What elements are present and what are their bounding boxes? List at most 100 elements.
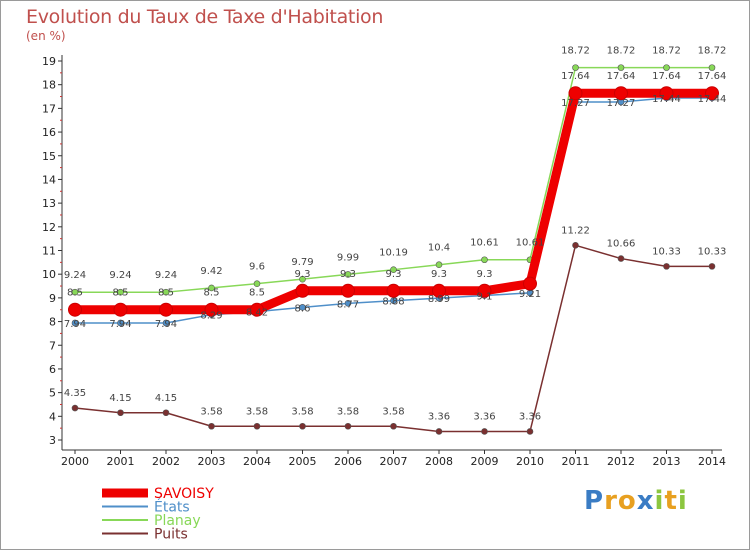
legend-label: États <box>154 499 190 516</box>
logo-letter: o <box>617 486 637 516</box>
data-label: 18.72 <box>652 46 681 57</box>
data-label: 4.15 <box>155 393 177 404</box>
data-label: 8.6 <box>295 303 311 314</box>
data-label: 17.64 <box>698 71 727 82</box>
data-label: 3.58 <box>291 406 313 417</box>
data-point <box>572 241 579 249</box>
data-label: 8.77 <box>337 299 359 310</box>
x-tick-label: 2006 <box>334 455 362 468</box>
data-label: 3.58 <box>337 406 359 417</box>
data-label: 3.36 <box>473 411 495 422</box>
data-point <box>708 263 716 270</box>
data-point <box>663 64 670 71</box>
data-label: 8.42 <box>246 308 268 319</box>
x-tick-label: 2009 <box>471 455 499 468</box>
y-tick-label: 9 <box>49 292 56 305</box>
data-point <box>568 86 583 101</box>
x-tick-label: 2014 <box>698 455 726 468</box>
y-tick-label: 11 <box>42 245 56 258</box>
data-point <box>117 319 124 327</box>
data-point <box>299 304 306 311</box>
data-point <box>162 319 170 327</box>
data-point <box>390 422 397 430</box>
data-point <box>162 288 170 296</box>
x-tick-label: 2004 <box>243 455 271 468</box>
data-point <box>208 284 215 292</box>
logo-letter: r <box>604 486 618 516</box>
data-label: 8.99 <box>428 294 450 305</box>
data-label: 8.5 <box>113 288 129 299</box>
y-tick-label: 6 <box>49 363 56 376</box>
data-label: 9.79 <box>291 257 313 268</box>
y-tick-label: 12 <box>42 221 56 234</box>
x-tick-label: 2007 <box>380 455 408 468</box>
data-point <box>71 404 79 412</box>
data-point <box>253 280 261 287</box>
data-label: 9.1 <box>477 292 493 303</box>
data-point <box>204 302 219 317</box>
data-label: 17.64 <box>561 71 590 82</box>
data-point <box>162 409 170 417</box>
data-point <box>344 271 352 278</box>
data-point <box>344 422 352 430</box>
logo-letter: t <box>664 486 678 516</box>
logo-letter: i <box>677 486 688 516</box>
logo-letter: P <box>584 486 605 516</box>
data-point <box>614 86 628 101</box>
data-point <box>705 86 719 101</box>
data-point <box>617 64 625 71</box>
data-point <box>299 275 306 283</box>
data-point <box>299 422 306 430</box>
data-point <box>617 255 625 262</box>
data-label: 9.6 <box>249 262 265 273</box>
data-label: 7.94 <box>155 319 177 330</box>
x-tick-label: 2013 <box>653 455 681 468</box>
data-label: 3.58 <box>382 406 404 417</box>
data-label: 17.27 <box>607 98 636 109</box>
data-label: 17.44 <box>698 94 727 105</box>
x-tick-label: 2012 <box>607 455 635 468</box>
legend-label: Planay <box>154 513 201 529</box>
data-label: 3.36 <box>428 411 450 422</box>
data-label: 8.5 <box>249 288 265 299</box>
data-label: 9.21 <box>519 289 541 300</box>
data-label: 17.44 <box>652 94 681 105</box>
data-label: 9.99 <box>337 252 359 263</box>
data-point <box>253 422 261 430</box>
data-point <box>481 256 488 264</box>
data-label: 10.61 <box>516 238 545 249</box>
data-point <box>208 422 215 430</box>
y-tick-label: 8 <box>49 316 56 329</box>
data-point <box>159 302 173 317</box>
data-point <box>71 288 79 296</box>
data-label: 8.5 <box>204 288 220 299</box>
data-point <box>526 428 534 435</box>
data-label: 3.58 <box>246 406 268 417</box>
data-labels: 8.5 8.5 8.5 8.5 8.5 9.3 9.3 9.3 9.3 9.3 17.64 17.64… <box>64 46 726 423</box>
x-tick-label: 2010 <box>516 455 544 468</box>
y-tick-label: 15 <box>42 150 56 163</box>
y-tick-label: 4 <box>49 410 56 423</box>
y-tick-label: 19 <box>42 55 56 68</box>
legend-label: SAVOISY <box>154 486 214 502</box>
data-label: 10.61 <box>470 238 499 249</box>
data-point <box>68 302 82 317</box>
y-tick-label: 3 <box>49 434 56 447</box>
data-point <box>341 283 355 298</box>
x-tick-label: 2001 <box>107 455 135 468</box>
data-label: 10.19 <box>379 248 408 259</box>
data-point <box>113 302 128 317</box>
data-label: 17.64 <box>652 71 681 82</box>
y-tick-label: 13 <box>42 197 56 210</box>
data-label: 3.36 <box>519 411 541 422</box>
y-tick-label: 7 <box>49 339 56 352</box>
data-label: 9.24 <box>109 270 131 281</box>
x-tick-label: 2011 <box>562 455 590 468</box>
data-point <box>435 261 443 269</box>
data-point <box>390 266 397 273</box>
data-label: 8.5 <box>158 288 174 299</box>
data-label: 4.35 <box>64 388 86 399</box>
data-point <box>117 409 124 417</box>
